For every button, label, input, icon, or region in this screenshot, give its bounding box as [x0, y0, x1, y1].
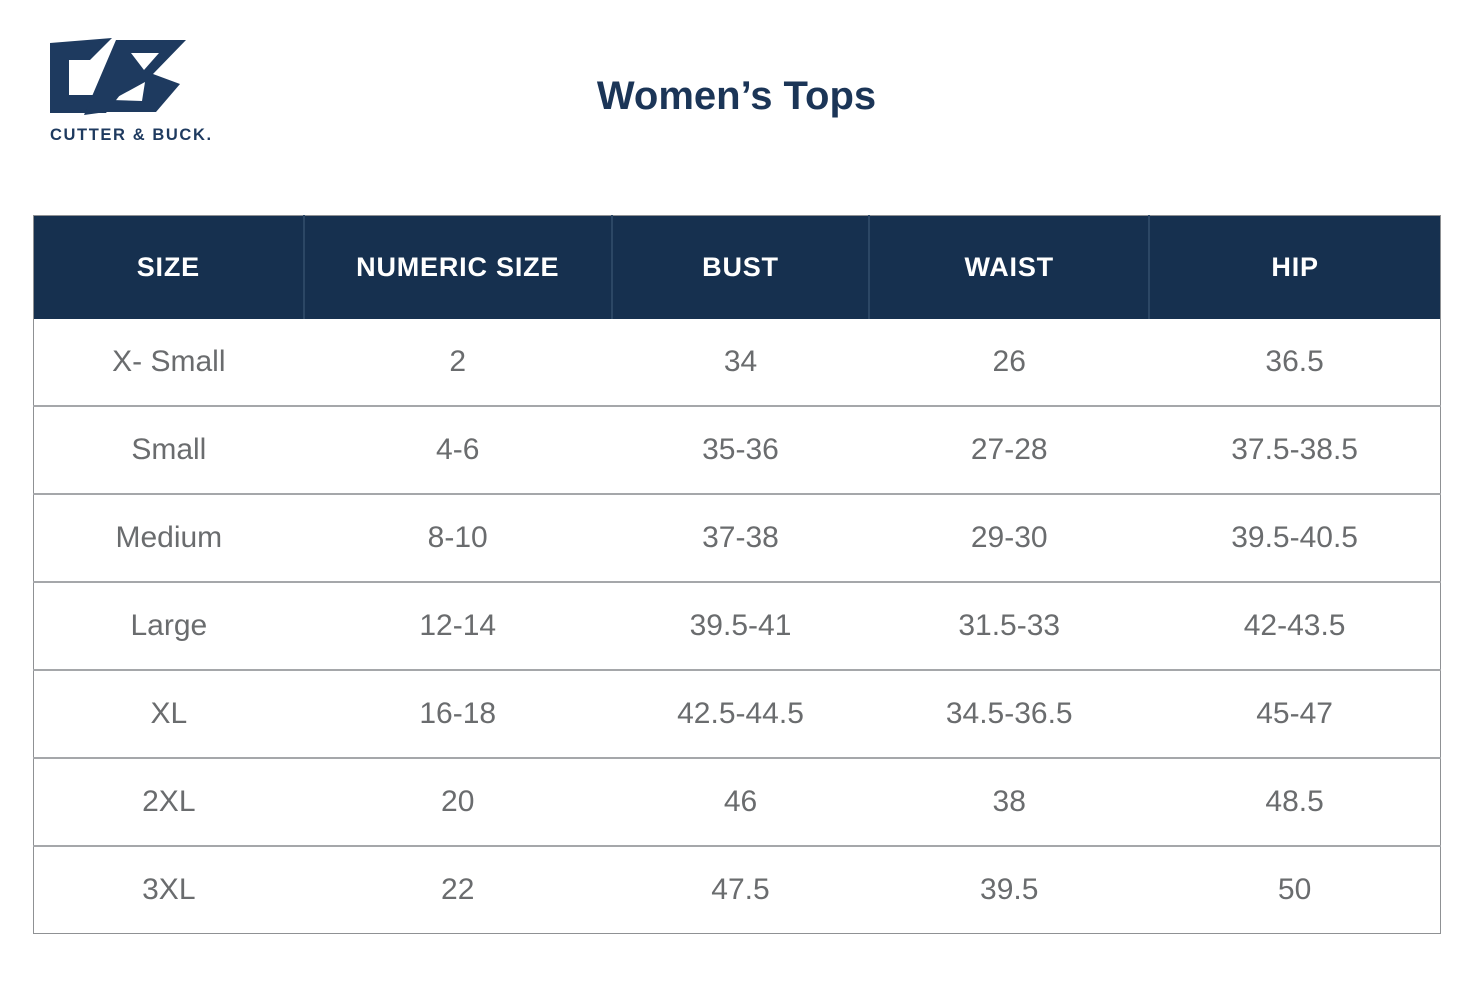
table-cell: 39.5-40.5: [1149, 493, 1441, 582]
table-row: Small 4-6 35-36 27-28 37.5-38.5: [33, 405, 1441, 494]
table-cell: 48.5: [1149, 757, 1441, 846]
table-cell: 12-14: [303, 581, 612, 670]
table-cell: XL: [33, 669, 304, 758]
size-chart-table: SIZE NUMERIC SIZE BUST WAIST HIP X- Smal…: [33, 215, 1441, 934]
table-row: XL 16-18 42.5-44.5 34.5-36.5 45-47: [33, 669, 1441, 758]
table-cell: 50: [1149, 845, 1441, 934]
table-cell: 2: [303, 319, 612, 406]
table-cell: 22: [303, 845, 612, 934]
table-cell: 34.5-36.5: [869, 669, 1150, 758]
table-row: X- Small 2 34 26 36.5: [33, 319, 1441, 406]
table-cell: 38: [869, 757, 1150, 846]
table-cell: 42-43.5: [1149, 581, 1441, 670]
size-chart-header: SIZE NUMERIC SIZE BUST WAIST HIP: [33, 215, 1441, 319]
brand-logo: CUTTER & BUCK.: [50, 38, 213, 145]
table-row: 3XL 22 47.5 39.5 50: [33, 845, 1441, 934]
table-cell: X- Small: [33, 319, 304, 406]
column-header-numeric-size: NUMERIC SIZE: [302, 215, 612, 319]
cutter-buck-logo-icon: [50, 38, 186, 115]
table-cell: 29-30: [869, 493, 1150, 582]
table-cell: 20: [303, 757, 612, 846]
table-cell: 16-18: [303, 669, 612, 758]
logo-letter-c: [50, 38, 120, 113]
table-cell: 39.5: [869, 845, 1150, 934]
table-cell: Large: [33, 581, 304, 670]
table-row: 2XL 20 46 38 48.5: [33, 757, 1441, 846]
table-cell: 35-36: [611, 405, 870, 494]
table-cell: 47.5: [611, 845, 870, 934]
table-cell: 31.5-33: [869, 581, 1150, 670]
page-title: Women’s Tops: [596, 74, 877, 118]
table-row: Medium 8-10 37-38 29-30 39.5-40.5: [33, 493, 1441, 582]
size-chart-body: X- Small 2 34 26 36.5 Small 4-6 35-36 27-28 37.5-…: [33, 319, 1441, 934]
table-cell: 37-38: [611, 493, 870, 582]
column-header-bust: BUST: [610, 215, 870, 319]
table-cell: 8-10: [303, 493, 612, 582]
table-cell: Medium: [33, 493, 304, 582]
table-cell: 26: [869, 319, 1150, 406]
table-cell: 37.5-38.5: [1149, 405, 1441, 494]
table-cell: 27-28: [869, 405, 1150, 494]
brand-wordmark: CUTTER & BUCK.: [50, 126, 213, 144]
column-header-hip: HIP: [1148, 215, 1441, 319]
table-cell: 3XL: [33, 845, 304, 934]
table-cell: 2XL: [33, 757, 304, 846]
logo-letter-b: [84, 40, 186, 115]
table-cell: 4-6: [303, 405, 612, 494]
column-header-waist: WAIST: [868, 215, 1150, 319]
table-cell: Small: [33, 405, 304, 494]
header-row: SIZE NUMERIC SIZE BUST WAIST HIP: [33, 215, 1441, 319]
table-cell: 34: [611, 319, 870, 406]
table-cell: 42.5-44.5: [611, 669, 870, 758]
table-cell: 45-47: [1149, 669, 1441, 758]
table-cell: 36.5: [1149, 319, 1441, 406]
column-header-size: SIZE: [33, 215, 304, 319]
table-row: Large 12-14 39.5-41 31.5-33 42-43.5: [33, 581, 1441, 670]
table-cell: 39.5-41: [611, 581, 870, 670]
table-cell: 46: [611, 757, 870, 846]
